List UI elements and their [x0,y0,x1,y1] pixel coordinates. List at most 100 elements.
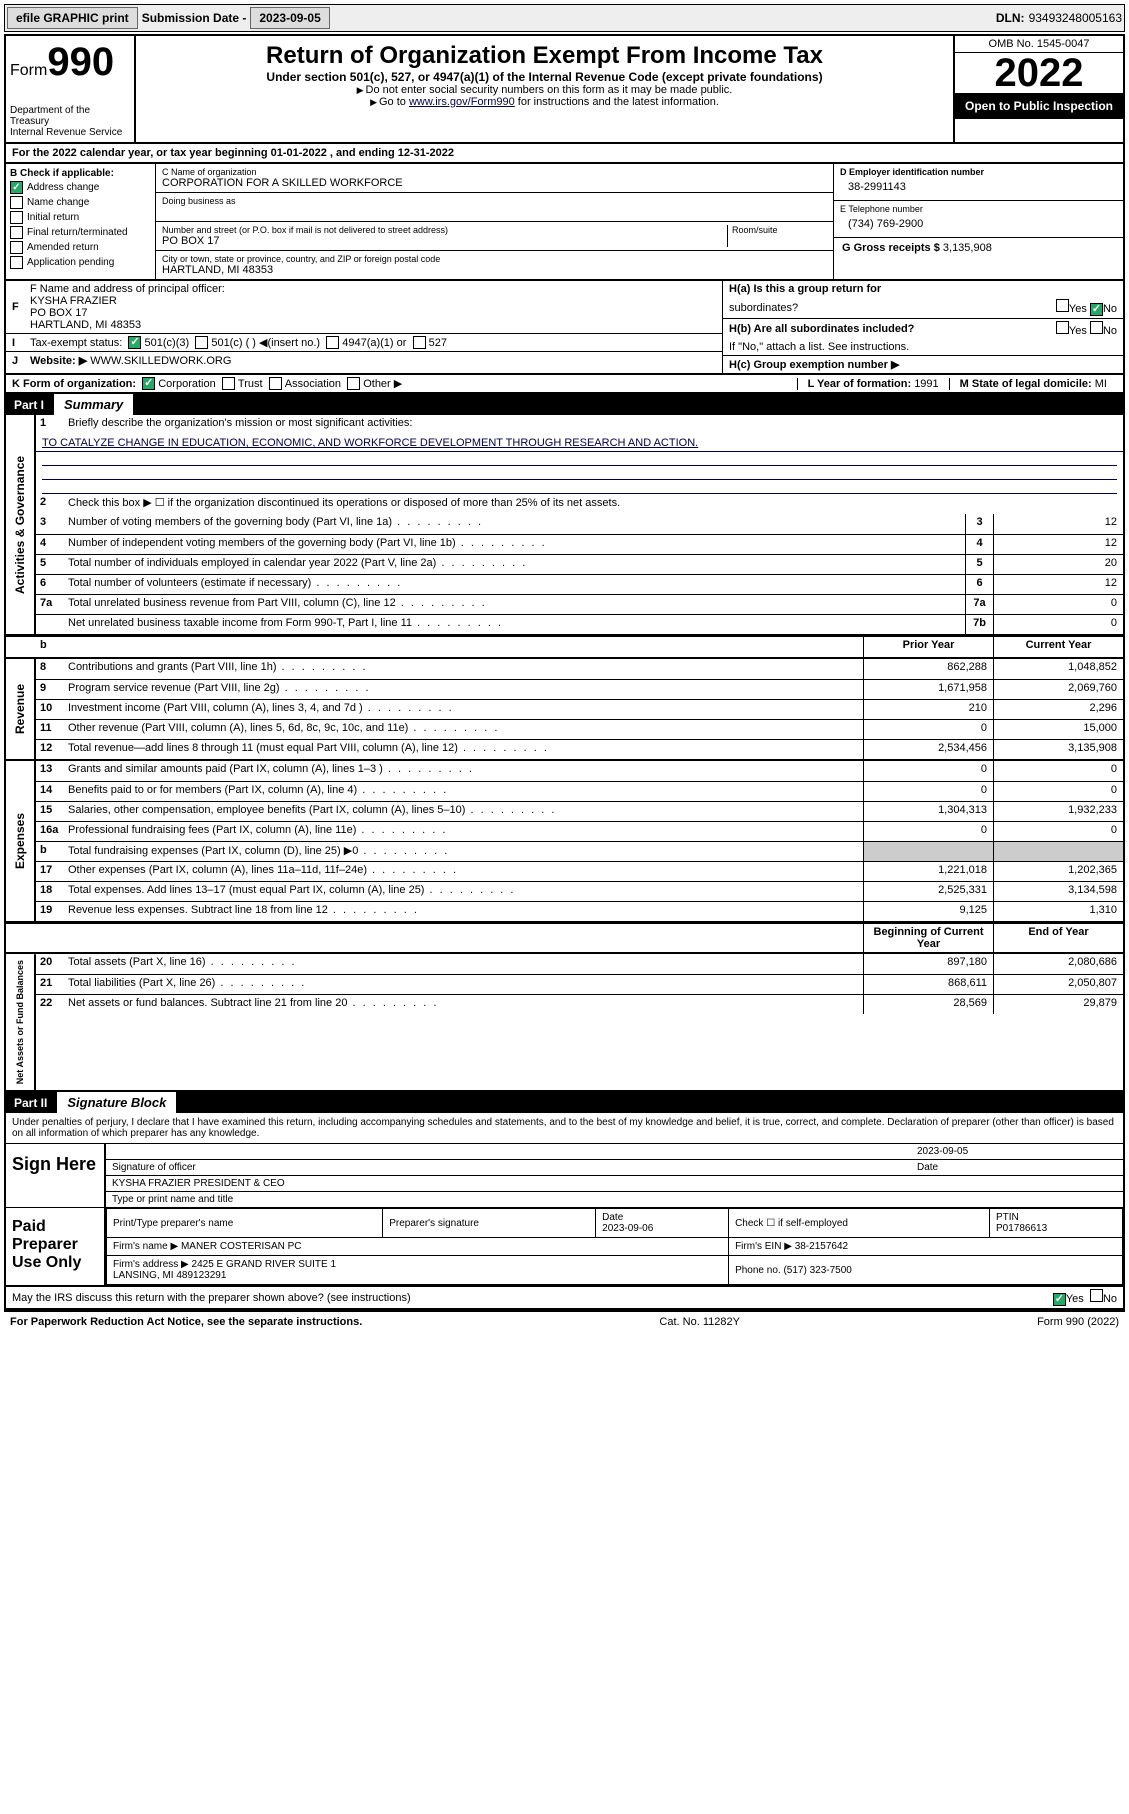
form-prefix: Form [10,62,47,79]
sign-here-label: Sign Here [6,1144,106,1207]
d-ein-label: D Employer identification number [840,167,1117,177]
part-ii-header: Part IISignature Block [4,1092,1125,1113]
table-row: 11Other revenue (Part VIII, column (A), … [36,719,1123,739]
exp-vlabel: Expenses [6,761,36,921]
amended-return-checkbox[interactable] [10,241,23,254]
f-name: KYSHA FRAZIER [30,295,117,307]
irs-link[interactable]: www.irs.gov/Form990 [409,96,515,108]
title-main: Return of Organization Exempt From Incom… [142,42,947,70]
app-pending-label: Application pending [27,257,114,268]
form-header: Form990 Department of the Treasury Inter… [4,34,1125,144]
no-label-2: No [1103,325,1117,337]
subtitle-1: Under section 501(c), 527, or 4947(a)(1)… [142,70,947,84]
4947-checkbox[interactable] [326,336,339,349]
signature-section: Sign Here 2023-09-05 Signature of office… [4,1143,1125,1287]
line2-text: Check this box ▶ ☐ if the organization d… [64,494,1123,514]
ag-vlabel: Activities & Governance [6,415,36,634]
trust-label: Trust [238,378,263,390]
amended-return-label: Amended return [27,242,99,253]
efile-print-button[interactable]: efile GRAPHIC print [7,7,138,29]
blank-line-2 [42,466,1117,480]
m-value: MI [1095,378,1107,390]
g-gross-value: 3,135,908 [943,242,992,254]
may-irs-row: May the IRS discuss this return with the… [4,1287,1125,1310]
501c-checkbox[interactable] [195,336,208,349]
assoc-checkbox[interactable] [269,377,282,390]
part-i-title: Summary [54,394,133,415]
app-pending-checkbox[interactable] [10,256,23,269]
table-row: 4Number of independent voting members of… [36,534,1123,554]
4947-label: 4947(a)(1) or [342,337,406,349]
row-k: K Form of organization: ✓ Corporation Tr… [4,375,1125,394]
i-label: Tax-exempt status: [30,337,122,349]
officer-name: KYSHA FRAZIER PRESIDENT & CEO [112,1178,285,1189]
j-website[interactable]: WWW.SKILLEDWORK.ORG [90,355,231,367]
table-row: 3Number of voting members of the governi… [36,514,1123,534]
blank-line-3 [42,480,1117,494]
prep-date-label: Date [602,1212,623,1223]
may-irs-yes-checkbox[interactable]: ✓ [1053,1293,1066,1306]
end-year-header: End of Year [993,924,1123,952]
table-row: 21Total liabilities (Part X, line 26)868… [36,974,1123,994]
hc-label: H(c) Group exemption number ▶ [729,358,899,371]
corp-checkbox[interactable]: ✓ [142,377,155,390]
ptin-label: PTIN [996,1212,1019,1223]
current-year-header: Current Year [993,637,1123,657]
may-irs-no-checkbox[interactable] [1090,1289,1103,1302]
check-if-self-employed: Check ☐ if self-employed [729,1209,990,1238]
may-irs-text: May the IRS discuss this return with the… [12,1292,411,1304]
address-change-checkbox[interactable]: ✓ [10,181,23,194]
prior-year-header: Prior Year [863,637,993,657]
527-checkbox[interactable] [413,336,426,349]
c-name-label: C Name of organization [162,167,827,177]
name-change-label: Name change [27,197,89,208]
form-number: 990 [47,40,114,84]
phone-label: Phone no. [735,1265,781,1276]
sig-date-value: 2023-09-05 [917,1146,1117,1157]
address-change-label: Address change [27,182,99,193]
netassets-section: Net Assets or Fund Balances 20Total asse… [4,954,1125,1092]
ha-yes-checkbox[interactable] [1056,299,1069,312]
l-label: L Year of formation: [808,378,912,390]
addr-value: PO BOX 17 [162,235,727,247]
table-row: 15Salaries, other compensation, employee… [36,801,1123,821]
subtitle-2a: Do not enter social security numbers on … [142,84,947,96]
other-checkbox[interactable] [347,377,360,390]
tax-year-text: For the 2022 calendar year, or tax year … [12,147,454,159]
initial-return-label: Initial return [27,212,79,223]
penalty-text: Under penalties of perjury, I declare th… [4,1113,1125,1143]
preparer-table: Print/Type preparer's name Preparer's si… [106,1208,1123,1285]
initial-return-checkbox[interactable] [10,211,23,224]
topbar: efile GRAPHIC print Submission Date - 20… [4,4,1125,32]
prep-sig-label: Preparer's signature [383,1209,596,1238]
firm-ein-value: 38-2157642 [795,1241,848,1252]
sig-date-label: Date [917,1162,1117,1173]
final-return-label: Final return/terminated [27,227,128,238]
name-change-checkbox[interactable] [10,196,23,209]
ha-no-checkbox[interactable]: ✓ [1090,303,1103,316]
hb-label: H(b) Are all subordinates included? [729,323,914,335]
firm-addr1: 2425 E GRAND RIVER SUITE 1 [192,1259,337,1270]
f-addr1: PO BOX 17 [30,307,87,319]
final-return-checkbox[interactable] [10,226,23,239]
firm-name-value: MANER COSTERISAN PC [181,1241,302,1252]
hb-no-checkbox[interactable] [1090,321,1103,334]
m-label: M State of legal domicile: [960,378,1092,390]
table-row: 12Total revenue—add lines 8 through 11 (… [36,739,1123,759]
table-row: 20Total assets (Part X, line 16)897,1802… [36,954,1123,974]
revenue-expense-block: bPrior YearCurrent Year [4,636,1125,659]
501c3-checkbox[interactable]: ✓ [128,336,141,349]
table-row: 17Other expenses (Part IX, column (A), l… [36,861,1123,881]
part-ii-tag: Part II [4,1093,57,1113]
goto-pre: Go to [379,96,409,108]
rev-vlabel: Revenue [6,659,36,759]
firm-name-label: Firm's name ▶ [113,1241,178,1252]
hb-note: If "No," attach a list. See instructions… [729,341,909,353]
trust-checkbox[interactable] [222,377,235,390]
na-vlabel: Net Assets or Fund Balances [6,954,36,1090]
firm-addr-label: Firm's address ▶ [113,1259,189,1270]
footer-left: For Paperwork Reduction Act Notice, see … [10,1316,362,1328]
hb-yes-checkbox[interactable] [1056,321,1069,334]
part-i-header: Part ISummary [4,394,1125,415]
row-fhi: FF Name and address of principal officer… [4,281,1125,375]
